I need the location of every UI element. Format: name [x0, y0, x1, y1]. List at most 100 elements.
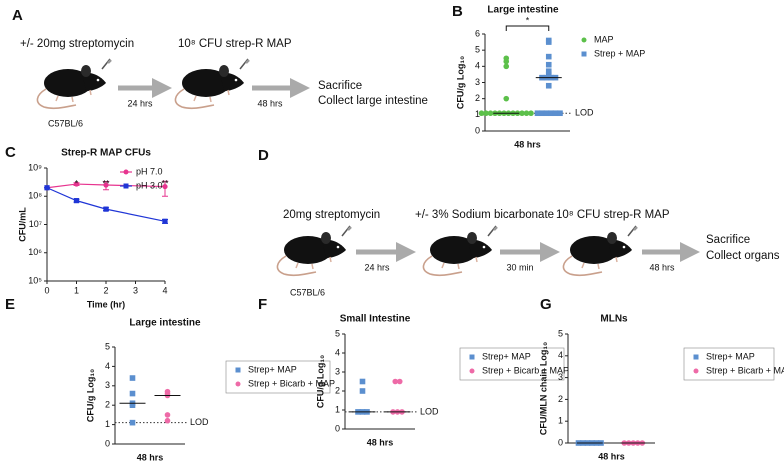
y-tick-label: 1: [558, 416, 563, 426]
y-axis-label: CFU/g Log₁₀: [85, 369, 95, 422]
legend-label: MAP: [594, 34, 614, 44]
mouse-icon: [562, 224, 638, 277]
legend-marker: [693, 354, 699, 360]
outcome: Sacrifice: [706, 234, 750, 246]
point: [548, 110, 554, 117]
legend-marker: [235, 381, 241, 387]
point: [539, 110, 545, 117]
outcome: Collect large intestine: [318, 95, 428, 107]
point: [129, 419, 136, 426]
y-tick-label: 10⁸: [28, 191, 42, 201]
y-tick-label: 2: [475, 93, 480, 103]
significance-bracket: [505, 25, 550, 31]
panel-label: G: [540, 296, 552, 313]
point: [545, 61, 552, 68]
point: [483, 110, 489, 117]
y-tick-label: 0: [475, 125, 480, 135]
interval: 48 hrs: [257, 98, 283, 108]
point: [503, 95, 510, 102]
point: [129, 390, 136, 397]
point: [528, 110, 534, 117]
panel-label: C: [5, 144, 16, 161]
y-tick-label: 2: [335, 385, 340, 395]
x-tick-label: 3: [133, 285, 138, 295]
point: [103, 206, 109, 212]
y-tick-label: 2: [105, 400, 110, 410]
point: [503, 58, 510, 65]
mouse-icon: [422, 224, 498, 277]
point: [523, 110, 530, 117]
lod-label: LOD: [575, 108, 594, 118]
point: [103, 182, 109, 188]
point: [392, 378, 399, 385]
point: [164, 412, 171, 418]
y-axis-label: CFU/g Log₁₀: [315, 355, 325, 408]
point: [164, 417, 171, 424]
lod-label: LOD: [420, 406, 439, 416]
y-tick-label: 10⁹: [28, 162, 42, 172]
step: +/- 20mg streptomycin: [20, 38, 134, 50]
point: [557, 110, 563, 117]
point: [359, 388, 366, 394]
point: [129, 402, 136, 408]
legend-marker: [469, 368, 475, 374]
step: 20mg streptomycin: [283, 209, 380, 221]
mouse-icon: [36, 57, 112, 110]
panel-label: A: [12, 7, 23, 24]
diagram-a: +/- 20mg streptomycin C57BL/6 24 hrs 10⁸…: [20, 38, 428, 128]
y-tick-label: 10⁷: [29, 219, 42, 229]
y-axis-label: CFU/MLN chain Log₁₀: [538, 342, 548, 435]
step: 10⁸ CFU strep-R MAP: [178, 38, 292, 50]
point: [552, 110, 559, 117]
step: 10⁸ CFU strep-R MAP: [556, 209, 670, 221]
annotation: **: [161, 178, 169, 188]
series-line: [46, 183, 166, 189]
y-tick-label: 4: [335, 347, 340, 357]
x-axis-label: Time (hr): [87, 299, 125, 309]
y-axis-label: CFU/g Log₁₀: [455, 56, 465, 109]
mouse-icon: [174, 57, 250, 110]
x-tick-label: 2: [103, 285, 108, 295]
lod-label: LOD: [190, 417, 209, 427]
point: [519, 110, 525, 117]
legend-label: Strep+ MAP: [248, 364, 297, 374]
y-tick-label: 0: [335, 423, 340, 433]
point: [73, 181, 80, 187]
mouse-icon: [276, 224, 352, 277]
legend-label: pH 3.0: [136, 180, 163, 190]
point: [545, 82, 552, 89]
annotation: *: [75, 178, 79, 188]
x-tick-label: 48 hrs: [367, 437, 394, 447]
legend-marker: [581, 51, 587, 57]
outcome: Sacrifice: [318, 80, 362, 92]
panel-label: B: [452, 3, 463, 20]
legend-marker: [693, 368, 699, 374]
x-tick-label: 48 hrs: [137, 452, 164, 462]
panel-label: E: [5, 296, 15, 313]
x-tick-label: 48 hrs: [514, 139, 541, 149]
y-tick-label: 5: [475, 45, 480, 55]
legend-label: Strep + Bicarb + MAP: [706, 365, 784, 375]
step: +/- 3% Sodium bicarbonate: [415, 209, 554, 221]
x-tick-label: 48 hrs: [598, 451, 625, 461]
legend-frame: [683, 347, 775, 381]
legend-label: Strep + MAP: [594, 48, 645, 58]
point: [534, 110, 541, 117]
y-tick-label: 1: [335, 404, 340, 414]
point: [503, 63, 510, 70]
legend-label: Strep+ MAP: [482, 351, 531, 361]
point: [396, 378, 403, 385]
legend-label: Strep + Bicarb + MAP: [248, 378, 335, 388]
y-tick-label: 1: [475, 109, 480, 119]
y-tick-label: 5: [558, 328, 563, 338]
legend-frame: [459, 347, 565, 381]
y-tick-label: 5: [105, 341, 110, 351]
x-tick-label: 0: [44, 285, 49, 295]
y-tick-label: 3: [558, 372, 563, 382]
point: [44, 185, 50, 191]
point: [543, 110, 550, 117]
strain: C57BL/6: [290, 287, 325, 297]
point: [545, 39, 552, 45]
legend-label: pH 7.0: [136, 166, 163, 176]
